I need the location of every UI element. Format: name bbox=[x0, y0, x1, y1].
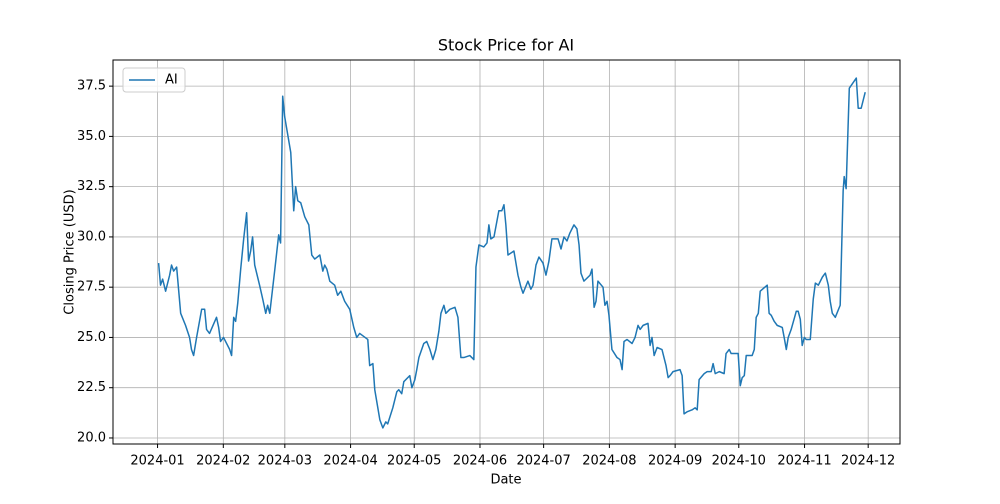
x-tick-label: 2024-05 bbox=[387, 454, 441, 469]
x-tick-label: 2024-06 bbox=[453, 454, 507, 469]
y-tick-label: 37.5 bbox=[77, 79, 106, 94]
x-tick-label: 2024-01 bbox=[130, 454, 184, 469]
x-tick-label: 2024-07 bbox=[516, 454, 570, 469]
x-tick-label: 2024-10 bbox=[712, 454, 766, 469]
y-tick-label: 25.0 bbox=[77, 330, 106, 345]
y-tick-label: 32.5 bbox=[77, 179, 106, 194]
x-axis-label: Date bbox=[490, 473, 521, 488]
x-tick-label: 2024-09 bbox=[648, 454, 702, 469]
y-tick-label: 30.0 bbox=[77, 229, 106, 244]
y-tick-label: 22.5 bbox=[77, 380, 106, 395]
plot-frame bbox=[112, 59, 901, 445]
chart-title: Stock Price for AI bbox=[438, 36, 574, 55]
x-tick-label: 2024-12 bbox=[841, 454, 895, 469]
x-tick-label: 2024-08 bbox=[582, 454, 636, 469]
legend-label: AI bbox=[165, 73, 178, 88]
x-tick-label: 2024-11 bbox=[777, 454, 831, 469]
x-tick-label: 2024-03 bbox=[258, 454, 312, 469]
y-tick-label: 27.5 bbox=[77, 280, 106, 295]
y-tick-label: 20.0 bbox=[77, 430, 106, 445]
y-axis-label: Closing Price (USD) bbox=[63, 189, 78, 314]
y-tick-label: 35.0 bbox=[77, 129, 106, 144]
x-tick-label: 2024-02 bbox=[196, 454, 250, 469]
x-tick-label: 2024-04 bbox=[323, 454, 377, 469]
data-line bbox=[157, 77, 866, 429]
